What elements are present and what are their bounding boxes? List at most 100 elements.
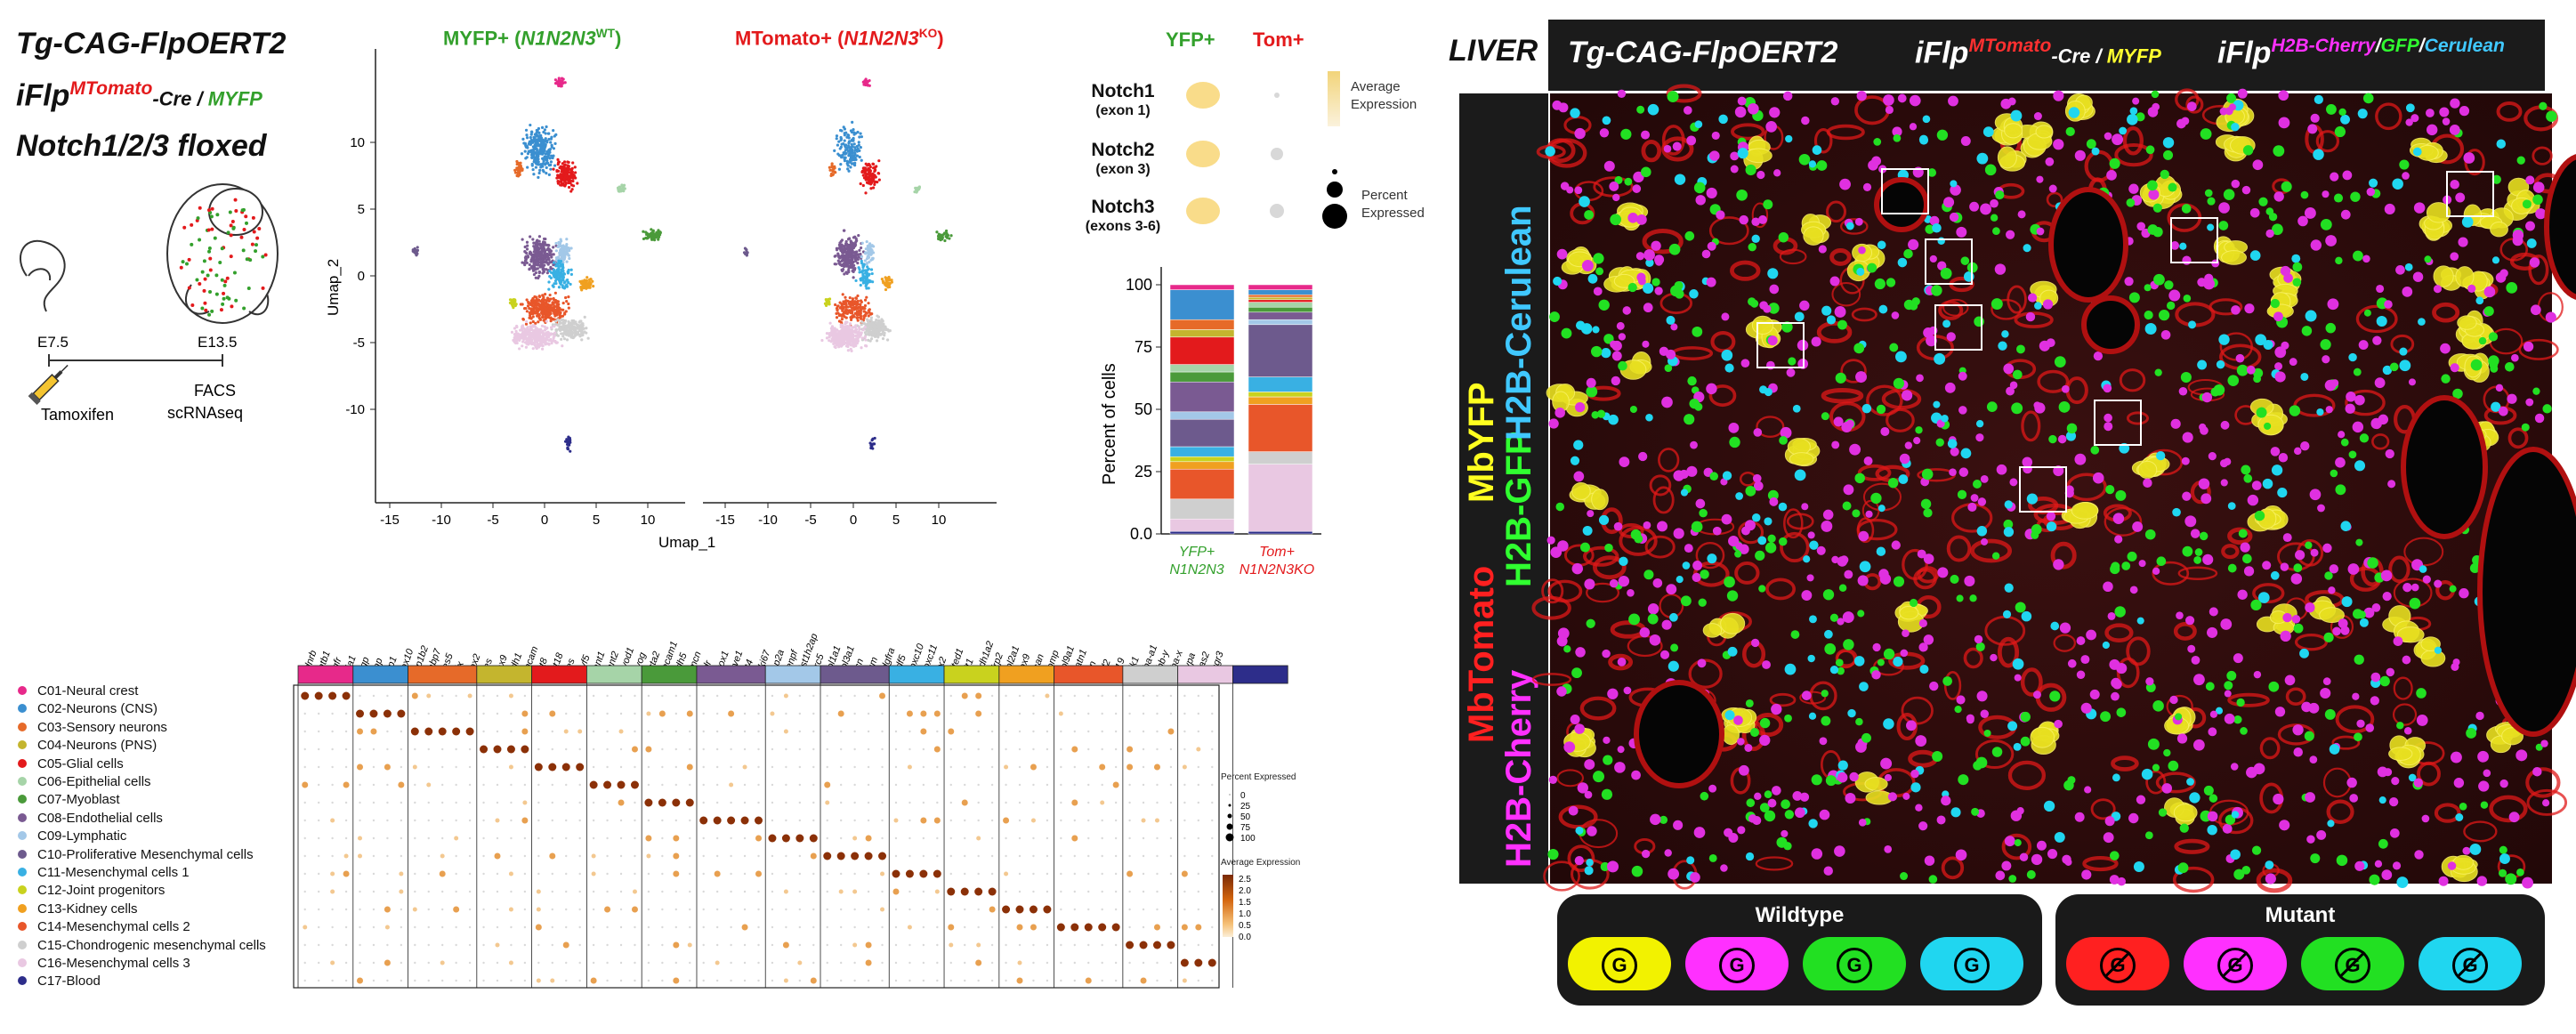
umap-cell-point bbox=[556, 82, 560, 85]
tomato-cell bbox=[2345, 389, 2386, 416]
marker-dot bbox=[1087, 819, 1090, 822]
umap-cell-point bbox=[521, 325, 524, 328]
timeline-e75: E7.5 bbox=[37, 334, 69, 351]
umap-cell-point bbox=[523, 341, 528, 344]
marker-dot bbox=[1169, 801, 1173, 804]
umap-cell-point bbox=[508, 301, 513, 304]
umap-cell-point bbox=[536, 149, 539, 152]
marker-dot bbox=[949, 694, 952, 698]
umap-xlabel: Umap_1 bbox=[658, 534, 715, 551]
umap-cell-point bbox=[526, 244, 529, 247]
umap-cell-point bbox=[866, 281, 869, 285]
embryo-cell-dot bbox=[207, 312, 212, 317]
notch-col1: YFP+ bbox=[1166, 28, 1215, 51]
marker-dot bbox=[1197, 694, 1200, 698]
marker-dot bbox=[634, 836, 636, 840]
marker-dot bbox=[964, 979, 966, 982]
marker-dot bbox=[881, 961, 884, 965]
marker-dot bbox=[922, 961, 925, 965]
cluster-color-dot bbox=[18, 868, 27, 876]
umap-cell-point bbox=[849, 166, 852, 169]
marker-dot bbox=[383, 709, 392, 718]
umap-cell-point bbox=[523, 149, 527, 153]
stack-segment bbox=[1169, 364, 1235, 373]
stack-segment bbox=[1169, 456, 1235, 463]
umap-cell-point bbox=[569, 282, 572, 287]
marker-dot bbox=[359, 961, 361, 965]
marker-dot bbox=[303, 836, 306, 840]
marker-dot bbox=[369, 709, 378, 718]
marker-dot bbox=[386, 783, 389, 787]
embryo-cell-dot bbox=[200, 270, 205, 274]
umap-cell-point bbox=[834, 303, 837, 307]
embryo-cell-dot bbox=[210, 227, 214, 231]
marker-dot bbox=[798, 747, 802, 751]
marker-dot bbox=[441, 747, 444, 751]
umap-cell-point bbox=[526, 136, 529, 140]
umap-cell-point bbox=[563, 81, 567, 85]
marker-dot bbox=[303, 854, 306, 858]
umap-cell-point bbox=[828, 321, 832, 325]
tomato-cell bbox=[2496, 101, 2523, 122]
liver-channel-label: H2B-GFP bbox=[1499, 431, 1538, 587]
marker-dot bbox=[606, 890, 609, 893]
stack-segment bbox=[1169, 498, 1235, 520]
umap-cell-point bbox=[557, 267, 561, 271]
marker-dot bbox=[441, 783, 444, 787]
marker-dot bbox=[647, 979, 650, 982]
marker-dot bbox=[894, 943, 898, 947]
marker-dot bbox=[508, 907, 513, 912]
umap-cell-point bbox=[876, 315, 881, 319]
umap-cell-point bbox=[559, 311, 562, 315]
marker-dot bbox=[1032, 961, 1035, 965]
cluster-legend-item: C17-Blood bbox=[18, 973, 101, 989]
marker-dot bbox=[1060, 943, 1062, 947]
embryo-cell-dot bbox=[190, 303, 195, 308]
marker-dot bbox=[1142, 747, 1145, 751]
umap-cell-point bbox=[561, 286, 565, 289]
umap-cell-point bbox=[554, 264, 558, 268]
umap-cell-point bbox=[529, 327, 533, 332]
marker-dot bbox=[1046, 961, 1049, 965]
cluster-color-dot bbox=[18, 686, 27, 695]
embryo-cell-dot bbox=[263, 253, 268, 257]
marker-dot bbox=[785, 854, 787, 858]
marker-dot bbox=[812, 765, 815, 769]
tomato-cell bbox=[2294, 633, 2329, 651]
marker-dot bbox=[936, 801, 939, 804]
marker-dot bbox=[606, 961, 609, 965]
umap-cell-point bbox=[553, 291, 557, 295]
umap-cell-point bbox=[562, 331, 566, 335]
marker-dot bbox=[853, 925, 856, 929]
umap-cell-point bbox=[567, 306, 570, 310]
marker-dot bbox=[798, 979, 802, 982]
umap-cell-point bbox=[840, 314, 844, 318]
umap-cell-point bbox=[569, 182, 572, 185]
marker-dot bbox=[565, 801, 568, 804]
marker-dot bbox=[1128, 694, 1131, 698]
marker-dot bbox=[343, 870, 350, 877]
marker-dot bbox=[1043, 905, 1052, 914]
marker-dot bbox=[565, 819, 568, 822]
marker-dot bbox=[578, 836, 581, 840]
marker-dot bbox=[372, 943, 375, 947]
pct-legend-dot bbox=[1225, 833, 1234, 842]
marker-dot bbox=[468, 747, 472, 751]
marker-dot bbox=[1018, 747, 1022, 751]
pct-legend-label: 100 bbox=[1240, 834, 1256, 844]
marker-dot bbox=[1142, 925, 1145, 929]
marker-dot bbox=[578, 979, 581, 982]
embryo-cell-dot bbox=[254, 249, 258, 254]
timeline-tamoxifen: Tamoxifen bbox=[41, 406, 114, 424]
umap-cell-point bbox=[850, 263, 853, 267]
umap-cell-point bbox=[540, 304, 544, 309]
stack-ytick: 25 bbox=[1135, 463, 1152, 481]
marker-dot bbox=[741, 924, 748, 931]
umap-cell-point bbox=[524, 306, 528, 311]
marker-dot bbox=[386, 943, 389, 947]
umap-cell-point bbox=[860, 319, 864, 324]
marker-dot bbox=[400, 747, 403, 751]
umap-cell-point bbox=[537, 126, 541, 131]
marker-dot bbox=[853, 747, 856, 751]
umap-cell-point bbox=[540, 298, 544, 302]
